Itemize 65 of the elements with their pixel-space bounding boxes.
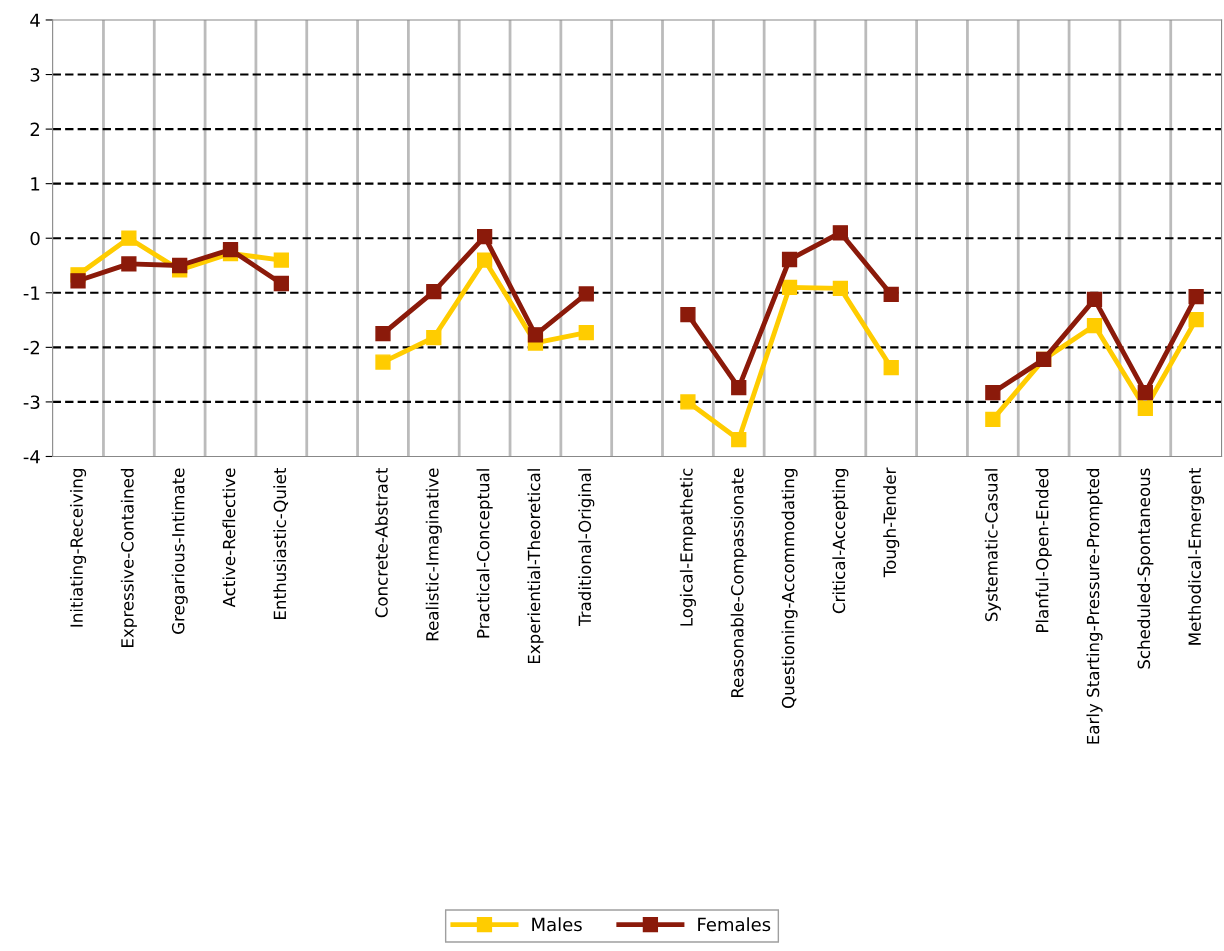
point — [121, 230, 137, 246]
y-tick-label: -4 — [23, 450, 40, 464]
point — [832, 280, 849, 297]
y-tick-label: 1 — [31, 177, 40, 191]
point — [680, 306, 696, 323]
y-tick-label: 0 — [30, 231, 40, 246]
x-tick-label: Practical-Conceptual — [476, 469, 493, 638]
point — [527, 327, 544, 343]
point — [985, 411, 1001, 428]
point — [426, 284, 442, 300]
point — [375, 326, 391, 342]
point — [375, 354, 391, 370]
point — [1137, 385, 1153, 401]
x-tick-label: Critical-Accepting — [832, 469, 849, 614]
x-tick-label: Systematic-Casual — [984, 469, 1001, 622]
point — [832, 225, 849, 241]
x-tick-label: Initiating-Receiving — [69, 469, 87, 627]
legend-label: Females — [698, 917, 771, 932]
legend-label: Males — [532, 917, 582, 932]
point — [172, 257, 188, 274]
y-tick-label: -3 — [23, 395, 40, 410]
x-tick-label: Scheduled-Spontaneous — [1137, 468, 1154, 669]
y-tick-label: 4 — [30, 13, 40, 27]
x-tick-label: Enthusiastic-Quiet — [273, 467, 289, 619]
point — [426, 329, 442, 346]
point — [476, 228, 493, 245]
x-tick-label: Active-Reflective — [222, 468, 236, 608]
x-tick-label: Concrete-Abstract — [374, 467, 388, 618]
point — [731, 431, 747, 448]
point — [1137, 400, 1153, 417]
point — [680, 394, 696, 410]
point — [273, 275, 289, 292]
point — [1086, 291, 1103, 307]
point — [476, 252, 493, 268]
point — [1188, 288, 1204, 305]
point — [883, 286, 899, 303]
point — [273, 252, 289, 268]
point — [1188, 311, 1204, 328]
y-tick-label: -2 — [23, 340, 40, 355]
x-tick-label: Questioning-Accommodating — [781, 469, 798, 709]
point — [578, 286, 594, 302]
y-tick-label: -1 — [23, 286, 40, 300]
point — [578, 324, 594, 341]
point — [1086, 317, 1103, 334]
x-tick-label: Reasonable-Compassionate — [730, 468, 747, 698]
point — [781, 279, 798, 295]
x-tick-label: Early Starting-Pressure-Prompted — [1086, 469, 1103, 744]
x-tick-label: Gregarious-Intimate — [171, 468, 188, 634]
x-tick-label: Experiential-Theoretical — [527, 469, 544, 664]
x-tick-label: Planful-Open-Ended — [1035, 469, 1052, 632]
point — [985, 385, 1001, 401]
x-tick-label: Traditional-Original — [578, 469, 595, 627]
x-tick-label: Methodical-Emergent — [1188, 467, 1205, 645]
x-tick-label: Tough-Tender — [883, 467, 900, 578]
point — [781, 251, 798, 268]
y-tick-label: 3 — [30, 67, 40, 82]
point — [883, 359, 899, 376]
point — [222, 242, 239, 258]
point — [121, 256, 137, 272]
y-tick-label: 2 — [30, 122, 40, 136]
point — [731, 380, 747, 396]
x-tick-label: Expressive-Contained — [120, 469, 137, 647]
x-tick-label: Logical-Empathetic — [679, 468, 696, 626]
x-tick-label: Realistic-Imaginative — [425, 468, 442, 641]
point — [70, 273, 86, 289]
